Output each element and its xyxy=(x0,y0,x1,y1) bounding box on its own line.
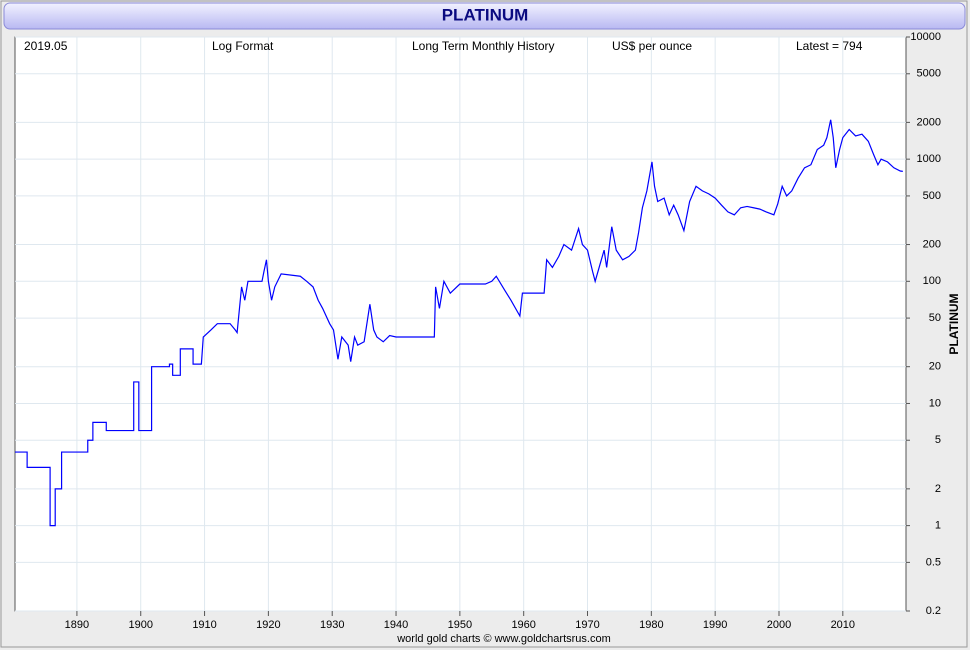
y-tick-label: 200 xyxy=(923,238,941,250)
annotation: Latest = 794 xyxy=(796,39,863,53)
y-tick-label: 20 xyxy=(929,361,941,373)
annotation: US$ per ounce xyxy=(612,39,692,53)
y-tick-label: 1000 xyxy=(917,153,941,165)
y-tick-label: 2 xyxy=(935,483,941,495)
y-tick-label: 5000 xyxy=(917,68,941,80)
annotation: Log Format xyxy=(212,39,274,53)
y-tick-label: 50 xyxy=(929,312,941,324)
x-tick-label: 1960 xyxy=(511,619,535,631)
x-tick-label: 1920 xyxy=(256,619,280,631)
x-tick-label: 1930 xyxy=(320,619,344,631)
annotation: 2019.05 xyxy=(24,39,68,53)
x-tick-label: 1890 xyxy=(65,619,89,631)
plot-area xyxy=(14,36,907,612)
x-tick-label: 1940 xyxy=(384,619,408,631)
x-tick-label: 1990 xyxy=(703,619,727,631)
y-tick-label: 10000 xyxy=(910,31,941,43)
price-line xyxy=(15,119,903,527)
x-tick-label: 2000 xyxy=(767,619,791,631)
x-tick-label: 1980 xyxy=(639,619,663,631)
x-tick-label: 1910 xyxy=(192,619,216,631)
y-tick-label: 2000 xyxy=(917,116,941,128)
footer: world gold charts © www.goldchartsrus.co… xyxy=(396,633,611,645)
x-tick-label: 1950 xyxy=(448,619,472,631)
y-tick-label: 10 xyxy=(929,397,941,409)
annotation: Long Term Monthly History xyxy=(412,39,555,53)
title-bar xyxy=(3,2,966,30)
y-tick-label: 1 xyxy=(935,520,941,532)
y-tick-label: 5 xyxy=(935,434,941,446)
y-tick-label: 0.2 xyxy=(926,605,941,617)
x-tick-label: 1970 xyxy=(575,619,599,631)
chart-title: PLATINUM xyxy=(442,5,529,24)
y-tick-label: 0.5 xyxy=(926,556,941,568)
y-axis-title: PLATINUM xyxy=(947,293,961,354)
x-tick-label: 1900 xyxy=(128,619,152,631)
x-tick-label: 2010 xyxy=(831,619,855,631)
y-tick-label: 500 xyxy=(923,190,941,202)
y-tick-label: 100 xyxy=(923,275,941,287)
